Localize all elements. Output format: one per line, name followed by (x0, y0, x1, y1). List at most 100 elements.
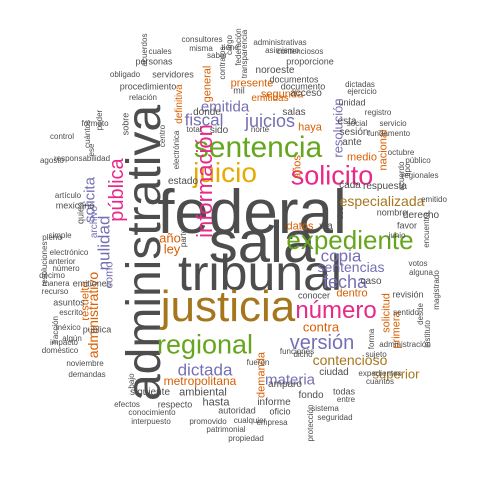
cloud-word: superior (372, 366, 420, 382)
cloud-word: nombre (376, 207, 408, 218)
cloud-word: quien (75, 201, 86, 225)
cloud-word: número (52, 264, 80, 273)
cloud-word: vía (319, 221, 333, 232)
cloud-word: fundamento (367, 129, 411, 138)
cloud-word: caso (360, 276, 382, 287)
cloud-word: haya (298, 121, 322, 134)
cloud-word: asuntos (53, 297, 85, 308)
cloud-word: artículo (54, 191, 82, 200)
cloud-word: contratos (218, 46, 227, 80)
cloud-word: dicho (293, 350, 313, 359)
cloud-word: autoridad (218, 405, 256, 416)
cloud-word: dictadas (345, 80, 375, 89)
cloud-word: expediente (286, 225, 414, 255)
cloud-word: archivo (89, 205, 100, 239)
cloud-word: mil (233, 85, 245, 96)
cloud-word: resoluciones (40, 241, 49, 287)
cloud-word: conocimiento (128, 408, 176, 417)
cloud-word: personas (135, 56, 173, 67)
cloud-word: saber (206, 51, 228, 60)
cloud-word: siguiente (129, 387, 171, 398)
cloud-word: expedientes (358, 369, 402, 378)
cloud-word: patrimonial (206, 425, 246, 434)
cloud-word: cualquier (233, 416, 267, 425)
cloud-word: ante (342, 137, 362, 148)
cloud-word: emitiones (72, 278, 112, 289)
cloud-word: algún (62, 334, 82, 343)
cloud-word: electrónico (49, 248, 89, 257)
cloud-word: contra (302, 319, 340, 335)
cloud-word: cuales (148, 47, 172, 56)
cloud-word: obligado (109, 70, 141, 79)
cloud-word: administrativas (253, 38, 307, 47)
cloud-word: octubre (387, 148, 415, 157)
cloud-word: bajo (127, 373, 136, 389)
cloud-word: junio (388, 231, 406, 240)
cloud-word: favor (396, 220, 418, 231)
cloud-word: propiedad (228, 434, 264, 443)
cloud-word: impacto (49, 338, 79, 347)
cloud-word: medio (347, 151, 377, 164)
cloud-word: regionales (401, 171, 439, 180)
cloud-word: documento (280, 81, 326, 92)
cloud-word: salas (282, 107, 306, 118)
cloud-word: público (405, 156, 431, 165)
cloud-word: sesión (339, 127, 369, 138)
cloud-word: formato (81, 119, 109, 128)
cloud-word: emitido (421, 195, 447, 204)
cloud-word: protección (306, 404, 315, 442)
cloud-word: informe (257, 397, 291, 408)
cloud-word: total (186, 125, 202, 134)
cloud-word: entre (336, 395, 356, 404)
cloud-word: respuesta (363, 181, 407, 192)
cloud-word: noviembre (66, 359, 104, 368)
cloud-word: emitidas (251, 93, 289, 104)
cloud-word: acceso (290, 88, 322, 99)
cloud-word: relación (128, 93, 158, 102)
cloud-word: doméstico (41, 346, 79, 355)
cloud-word: centro (158, 124, 167, 148)
cloud-word: administración (379, 340, 431, 349)
cloud-word: noroeste (255, 65, 295, 76)
cloud-word: servidores (152, 69, 194, 80)
cloud-word: estado (167, 176, 199, 187)
cloud-word: agosto (39, 156, 65, 165)
cloud-word: número (295, 297, 377, 324)
cloud-word: general (201, 65, 214, 103)
cloud-word: ciudad (319, 367, 349, 378)
cloud-word: instituto (423, 320, 432, 348)
cloud-word: contenciosos (276, 47, 324, 56)
cloud-word: cuantos (365, 377, 395, 386)
cloud-word: interpuesto (131, 417, 171, 426)
cloud-word: solicito (290, 160, 374, 191)
cloud-word: año (159, 230, 181, 246)
cloud-word: datos (286, 220, 314, 233)
cloud-word: misma (189, 44, 213, 53)
cloud-word: esta (337, 116, 357, 127)
cloud-word: cada (339, 180, 361, 191)
cloud-word: acuerdo (397, 161, 406, 191)
cloud-word: norte (250, 125, 270, 134)
cloud-word: segunda (260, 88, 304, 101)
cloud-word: conocer (297, 290, 331, 301)
cloud-word: fueron (246, 358, 270, 367)
cloud-word: forma (367, 328, 376, 350)
cloud-word: dentro (336, 287, 368, 300)
cloud-word: social (346, 119, 368, 128)
cloud-word: efectos (114, 400, 140, 409)
cloud-word: acuerdos (140, 33, 149, 67)
cloud-word: votos (408, 259, 428, 268)
cloud-word: versión (289, 332, 355, 354)
cloud-word: documentos (269, 74, 319, 85)
cloud-word: dictada (177, 360, 233, 380)
cloud-word: fecha (322, 272, 368, 292)
cloud-word: sobre (120, 112, 131, 136)
cloud-word: sido (209, 125, 229, 136)
cloud-word: tribunal (178, 245, 342, 301)
cloud-word: méxico (55, 323, 81, 332)
cloud-word: pública (106, 158, 128, 222)
cloud-word: materia (264, 371, 316, 389)
cloud-word: años (291, 155, 304, 179)
cloud-word: pleno (42, 233, 62, 242)
cloud-word: derecho (402, 210, 440, 221)
